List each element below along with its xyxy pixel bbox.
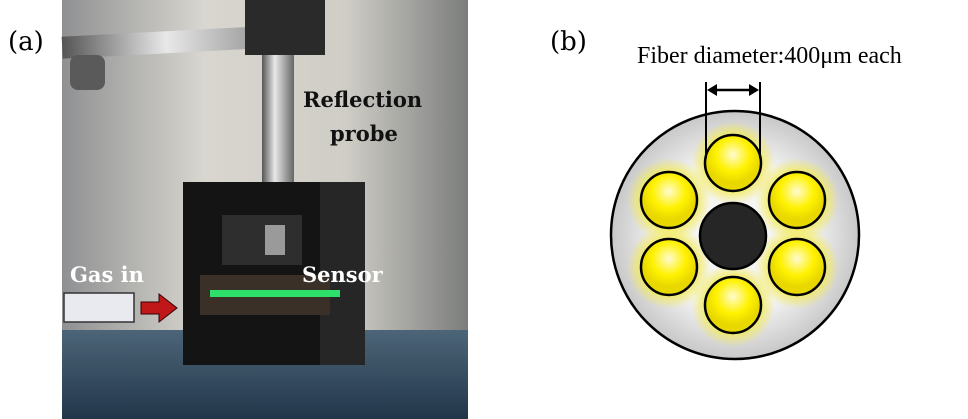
- fiber-bundle: Fiber diameter:400μm each: [611, 43, 902, 359]
- panel-label: (a): [8, 27, 44, 57]
- caption: Fiber diameter:400μm each: [637, 43, 902, 69]
- panel-label: (b): [550, 27, 587, 57]
- annotation: Gas in: [70, 262, 144, 287]
- figure: (a) (b) Reflection probe Gas in Sensor F…: [0, 0, 968, 419]
- annotation: probe: [330, 121, 398, 146]
- gas-inlet: [64, 293, 134, 322]
- annotation: Sensor: [302, 262, 384, 287]
- photo: Reflection probe Gas in Sensor: [62, 0, 468, 419]
- sensor-strip: [210, 290, 340, 297]
- page: (a) (b) Reflection probe Gas in Sensor F…: [0, 0, 968, 419]
- annotation: Reflection: [303, 87, 422, 112]
